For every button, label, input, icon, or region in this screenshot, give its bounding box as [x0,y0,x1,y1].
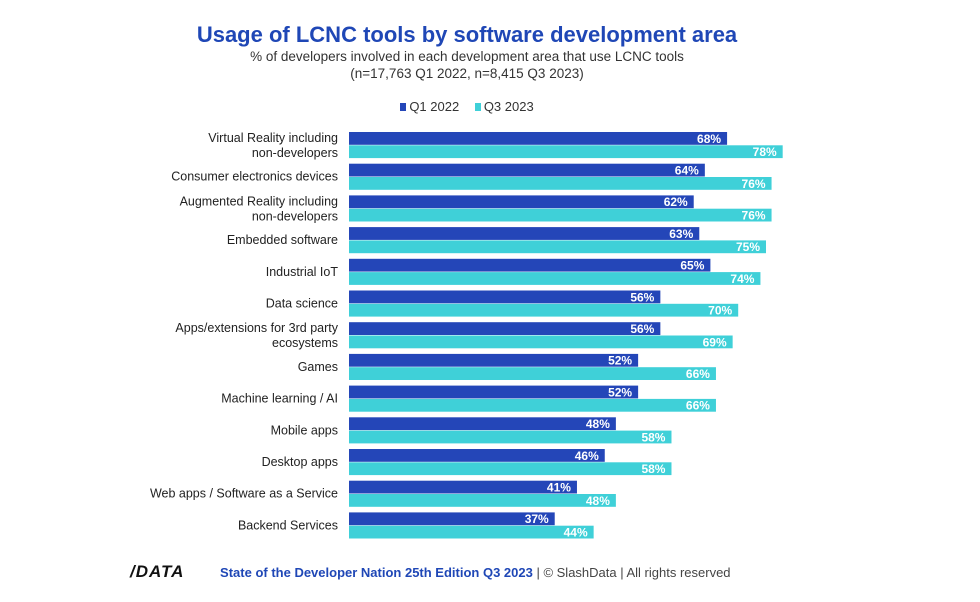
data-label: 75% [736,240,760,254]
category-label: Industrial IoT [266,265,339,279]
data-label: 44% [564,526,588,540]
data-label: 48% [586,417,610,431]
data-label: 56% [630,322,654,336]
category-label: Augmented Reality including non-developer… [180,194,338,223]
data-label: 68% [697,132,721,146]
bar-q3-2023 [349,367,716,380]
category-label: Desktop apps [262,455,338,469]
bar-q3-2023 [349,177,772,190]
legend-item-q3-2023: Q3 2023 [474,99,534,114]
source-text: State of the Developer Nation 25th Editi… [220,565,533,580]
category-label: Mobile apps [271,423,338,437]
bar-q3-2023 [349,303,739,317]
bar-q1-2022 [349,290,661,304]
bar-q1-2022 [349,512,555,526]
legend-item-q1-2022: Q1 2022 [400,99,459,114]
category-label: Web apps / Software as a Service [150,487,338,501]
footer: /DATA State of the Developer Nation 25th… [130,562,731,582]
bar-q1-2022 [349,417,616,431]
bar-q1-2022 [349,258,711,272]
rights-text: | © SlashData | All rights reserved [532,565,731,580]
data-label: 64% [675,164,699,178]
bar-q1-2022 [349,449,605,462]
category-label: Data science [266,297,338,311]
data-label: 41% [547,481,571,495]
data-label: 56% [630,290,654,304]
bar-q3-2023 [349,335,733,349]
data-label: 48% [586,494,610,508]
category-label: Consumer electronics devices [171,170,338,184]
data-label: 76% [742,209,766,223]
data-label: 65% [680,259,704,273]
chart-title: Usage of LCNC tools by software developm… [196,22,738,47]
bar-q1-2022 [349,353,639,367]
bar-q3-2023 [349,462,672,476]
bar-q1-2022 [349,163,705,177]
category-label: Machine learning / AI [221,392,338,406]
bar-q3-2023 [349,208,772,222]
bar-q1-2022 [349,227,700,240]
legend-label: Q1 2022 [409,99,460,114]
data-label: 74% [730,272,754,286]
category-label: Apps/extensions for 3rd party ecosystems [175,321,338,350]
bar-q3-2023 [349,272,761,285]
bar-q1-2022 [349,195,694,209]
category-label: Embedded software [227,233,338,247]
bar-q3-2023 [349,398,716,412]
chart-sample-size: (n=17,763 Q1 2022, n=8,415 Q3 2023) [350,66,584,81]
data-label: 70% [708,304,732,318]
bar-q3-2023 [349,145,783,159]
data-label: 37% [525,512,549,526]
data-label: 66% [686,367,710,381]
data-label: 58% [641,462,665,476]
legend-swatch [400,103,407,111]
data-label: 66% [686,399,710,413]
bar-q3-2023 [349,494,616,507]
bar-q1-2022 [349,385,639,399]
bar-q3-2023 [349,240,766,254]
category-label: Games [298,360,338,374]
bar-q1-2022 [349,132,728,145]
bar-q3-2023 [349,525,594,539]
slashdata-logo: /DATA [130,562,185,581]
legend-swatch [474,103,481,111]
bar-q1-2022 [349,480,577,494]
bar-q1-2022 [349,322,661,335]
data-label: 63% [669,227,693,241]
data-label: 62% [664,195,688,209]
category-label: Virtual Reality including non-developers [208,131,338,160]
bar-q3-2023 [349,430,672,444]
data-label: 46% [575,449,599,463]
legend-label: Q3 2023 [483,99,534,114]
data-label: 58% [641,430,665,444]
data-label: 52% [608,385,632,399]
legend: Q1 2022 Q3 2023 [0,99,934,114]
category-label: Backend Services [238,518,338,532]
data-label: 76% [742,177,766,191]
data-label: 78% [753,145,777,159]
data-label: 52% [608,354,632,368]
chart-subtitle: % of developers involved in each develop… [250,49,684,64]
data-label: 69% [703,335,727,349]
